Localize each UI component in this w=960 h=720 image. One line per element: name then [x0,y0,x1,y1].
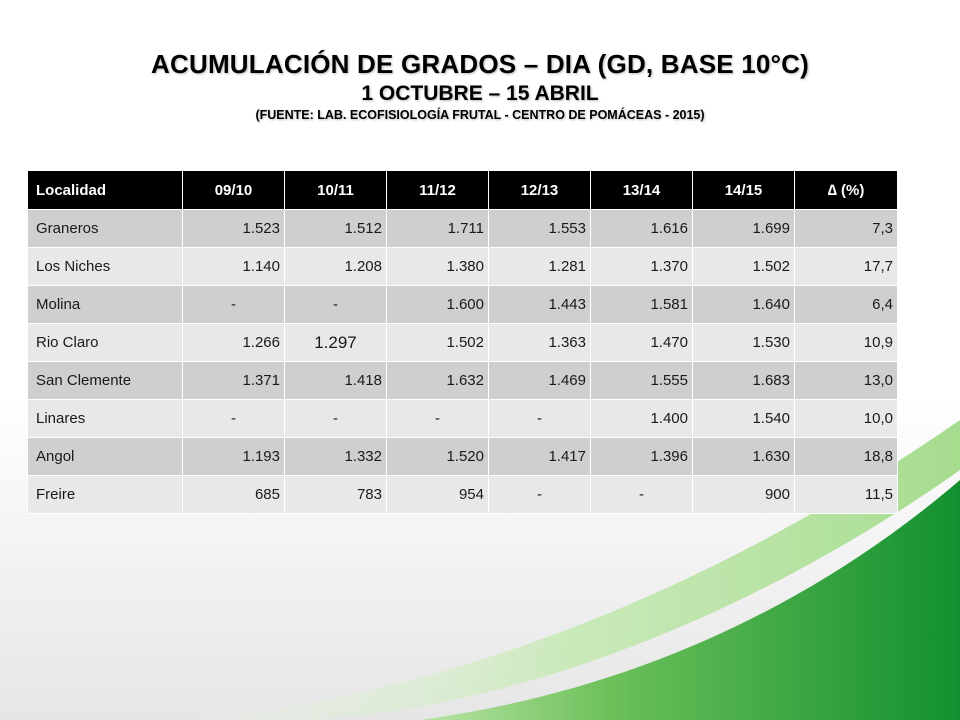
cell: 1.540 [692,399,795,438]
cell: - [386,399,489,438]
slide-subtitle: 1 OCTUBRE – 15 ABRIL [361,82,599,105]
table-row: Graneros 1.523 1.512 1.711 1.553 1.616 1… [27,209,898,248]
cell: 1.193 [182,437,285,476]
swoosh-green-band [420,480,960,720]
table-header-row: Localidad 09/10 10/11 11/12 12/13 13/14 … [27,170,898,210]
cell: 954 [386,475,489,514]
cell: 1.600 [386,285,489,324]
cell-delta: 7,3 [794,209,898,248]
table-row: Molina - - 1.600 1.443 1.581 1.640 6,4 [27,285,898,324]
cell-localidad: Rio Claro [27,323,183,362]
table-row: San Clemente 1.371 1.418 1.632 1.469 1.5… [27,361,898,400]
cell-delta: 17,7 [794,247,898,286]
header-localidad: Localidad [27,170,183,210]
cell: - [284,399,387,438]
cell: 1.502 [692,247,795,286]
cell-localidad: Graneros [27,209,183,248]
cell: 1.555 [590,361,693,400]
title-block: ACUMULACIÓN DE GRADOS – DIA (GD, BASE 10… [0,48,960,123]
cell: 900 [692,475,795,514]
table-row: Linares - - - - 1.400 1.540 10,0 [27,399,898,438]
cell: 1.553 [488,209,591,248]
cell: 1.396 [590,437,693,476]
cell: 1.443 [488,285,591,324]
table-row: Freire 685 783 954 - - 900 11,5 [27,475,898,514]
cell-localidad: San Clemente [27,361,183,400]
degree-days-table: Localidad 09/10 10/11 11/12 12/13 13/14 … [27,170,898,514]
table-row: Rio Claro 1.266 1.297 1.502 1.363 1.470 … [27,323,898,362]
cell: - [182,399,285,438]
cell: 1.400 [590,399,693,438]
cell: 685 [182,475,285,514]
header-season-1415: 14/15 [692,170,795,210]
cell: 1.683 [692,361,795,400]
header-season-1213: 12/13 [488,170,591,210]
cell: - [182,285,285,324]
cell-localidad: Angol [27,437,183,476]
cell-localidad: Linares [27,399,183,438]
cell: 1.418 [284,361,387,400]
cell: 1.297 [284,323,387,362]
cell-localidad: Freire [27,475,183,514]
swoosh-light-band [180,420,960,720]
table-row: Los Niches 1.140 1.208 1.380 1.281 1.370… [27,247,898,286]
cell: 1.266 [182,323,285,362]
table-row: Angol 1.193 1.332 1.520 1.417 1.396 1.63… [27,437,898,476]
cell: 1.470 [590,323,693,362]
cell: 1.502 [386,323,489,362]
cell: 1.616 [590,209,693,248]
cell: 1.530 [692,323,795,362]
cell: 1.332 [284,437,387,476]
header-season-0910: 09/10 [182,170,285,210]
cell: - [488,475,591,514]
cell: 1.417 [488,437,591,476]
cell: 1.699 [692,209,795,248]
cell-localidad: Molina [27,285,183,324]
header-delta-percent: ∆ (%) [794,170,898,210]
cell: 1.523 [182,209,285,248]
cell: 1.632 [386,361,489,400]
cell: 1.711 [386,209,489,248]
header-season-1112: 11/12 [386,170,489,210]
cell-delta: 10,9 [794,323,898,362]
cell-delta: 18,8 [794,437,898,476]
slide-title: ACUMULACIÓN DE GRADOS – DIA (GD, BASE 10… [151,49,809,79]
cell: 1.581 [590,285,693,324]
cell: 783 [284,475,387,514]
header-season-1314: 13/14 [590,170,693,210]
cell: 1.281 [488,247,591,286]
source-note: (FUENTE: LAB. ECOFISIOLOGÍA FRUTAL - CEN… [255,108,705,122]
cell-delta: 11,5 [794,475,898,514]
header-season-1011: 10/11 [284,170,387,210]
cell: 1.380 [386,247,489,286]
cell: 1.469 [488,361,591,400]
cell: 1.363 [488,323,591,362]
cell: - [590,475,693,514]
cell-delta: 6,4 [794,285,898,324]
cell-delta: 10,0 [794,399,898,438]
cell: 1.140 [182,247,285,286]
cell: 1.370 [590,247,693,286]
cell-localidad: Los Niches [27,247,183,286]
cell: - [284,285,387,324]
cell: 1.520 [386,437,489,476]
cell-delta: 13,0 [794,361,898,400]
cell: 1.640 [692,285,795,324]
cell: 1.208 [284,247,387,286]
cell: 1.371 [182,361,285,400]
cell: 1.630 [692,437,795,476]
cell: - [488,399,591,438]
cell: 1.512 [284,209,387,248]
